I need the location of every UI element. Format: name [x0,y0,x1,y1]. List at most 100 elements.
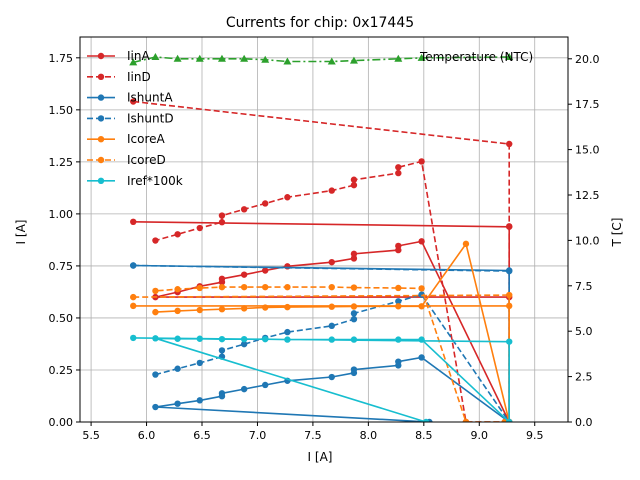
data-point [130,98,137,105]
data-point [261,55,270,63]
legend-marker [97,52,105,60]
data-point [462,418,470,422]
data-point [240,271,248,278]
data-point [284,194,291,201]
data-point [196,335,203,342]
data-point [350,284,358,291]
y-tick-label: 0.75 [49,260,74,273]
x-tick-label: 6.5 [193,429,211,442]
data-point [196,359,203,367]
data-point [328,258,335,266]
x-tick-label: 8.0 [360,429,378,442]
data-point [218,219,226,226]
chart-title: Currents for chip: 0x17445 [226,15,414,31]
data-point [129,58,138,66]
data-point [240,340,248,348]
data-point [350,315,358,323]
legend-item: IinA [87,49,150,63]
data-point [218,392,226,400]
grid [80,37,568,423]
data-point [217,54,226,62]
data-point [395,169,402,177]
data-point [240,385,248,393]
data-point [174,365,181,372]
legend-label: IshuntA [127,91,173,105]
data-point [395,336,402,343]
data-point [418,336,425,343]
data-point [173,54,182,62]
y2-tick-label: 5.0 [575,325,593,338]
x-tick-label: 7.5 [304,429,322,442]
data-point [196,284,203,292]
data-point [395,362,402,369]
y2-tick-label: 0.0 [575,416,593,429]
y-axis-label: I [A] [14,220,28,245]
data-point [240,206,248,213]
data-point [350,310,358,317]
data-point [328,187,335,194]
x-tick-label: 5.5 [82,429,100,442]
y2-tick-label: 20.0 [575,53,600,66]
series-icorea [130,240,513,422]
y2-tick-label: 17.5 [575,98,600,111]
legend-label: IcoreD [127,153,166,167]
data-point [328,283,335,291]
data-point [506,291,513,299]
data-point [395,246,402,254]
legend-marker [97,115,105,122]
data-point [196,397,203,404]
x-tick-label: 9.5 [526,429,544,442]
data-point [350,255,358,262]
y-tick-label: 1.50 [49,104,74,117]
data-point [283,57,292,65]
data-point [418,238,425,245]
data-point [284,336,291,343]
data-point [506,302,513,310]
series-line [133,264,511,422]
x-tick-label: 8.5 [415,429,433,442]
legend-label: Iref*100k [127,174,183,188]
legend-marker [97,94,105,101]
data-point [506,338,513,345]
legend: IinA IinD IshuntA IshuntD IcoreA IcoreD Iref*1… [87,49,183,188]
data-point [350,250,358,258]
data-point [506,418,513,422]
data-point [284,303,291,311]
legend-item: IcoreA [87,132,166,146]
y2-tick-label: 10.0 [575,234,600,247]
series-iind [130,98,513,422]
data-point [218,283,226,291]
data-point [151,52,160,60]
x-tick-label: 6.0 [138,429,156,442]
data-point [174,231,181,238]
data-point [418,158,425,165]
data-point [152,371,159,378]
data-point [328,322,335,330]
series-temperature-ntc- [129,52,514,66]
data-point [418,285,425,292]
data-point [284,328,291,336]
data-point [418,303,425,310]
y-tick-label: 1.00 [49,208,74,221]
data-point [395,164,402,171]
legend-item: IshuntD [87,111,174,125]
legend-label: IcoreA [127,132,166,146]
plot-frame [79,36,569,423]
data-point [462,240,470,248]
data-point [395,298,402,305]
data-point [218,347,226,354]
legend-item: IcoreD [87,153,166,167]
y2-axis-label: T [C] [610,218,624,248]
y-tick-label: 0.25 [49,364,74,377]
legend-item: IinD [87,70,151,84]
data-point [240,305,248,312]
series-iina [130,218,513,422]
y-tick-label: 1.75 [49,52,74,65]
series-line [133,264,511,422]
data-point [130,302,137,310]
y2-tick-label: 2.5 [575,371,593,384]
data-point [174,400,181,407]
y-tick-label: 0.00 [49,416,74,429]
axes: 5.5 6.0 6.5 7.0 7.5 8.0 8.5 9.0 9.5 0.00 0.25 0.50 0… [49,36,600,442]
data-point [350,181,358,189]
